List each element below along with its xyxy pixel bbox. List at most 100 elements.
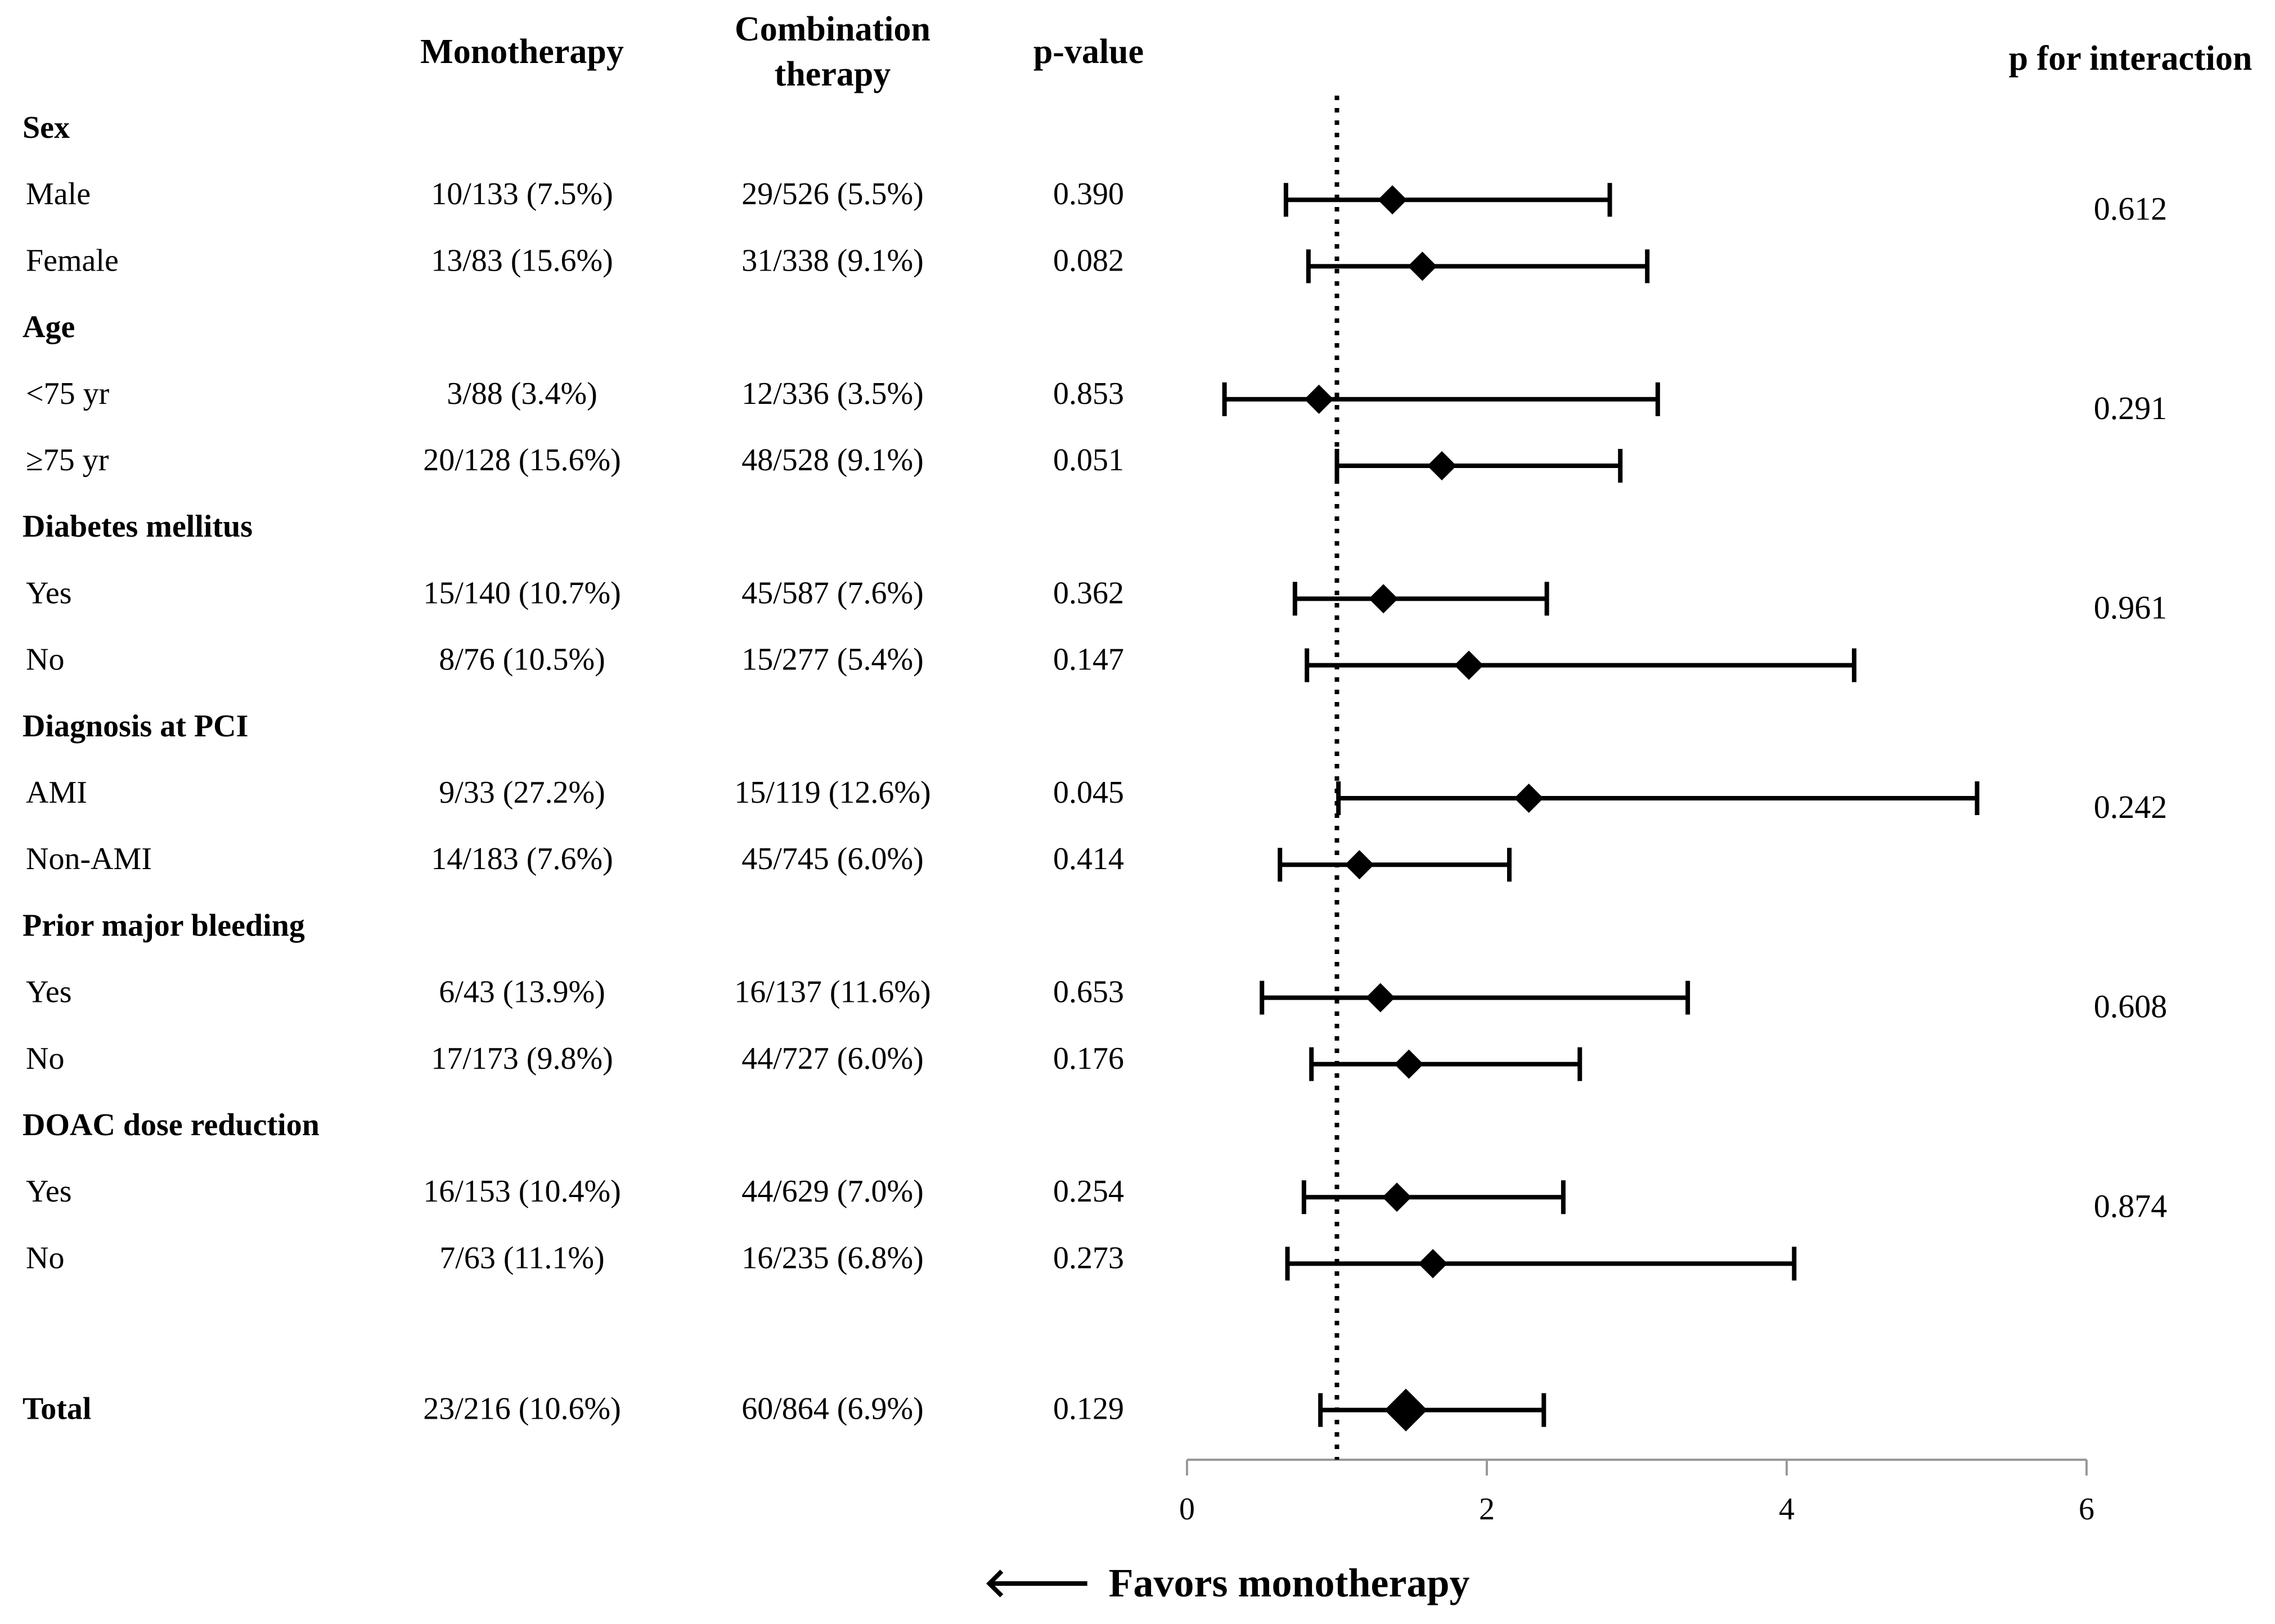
x-tick-label: 0: [1179, 1492, 1195, 1527]
combination-value: 44/629 (7.0%): [741, 1174, 924, 1209]
row-ci: [1260, 980, 1690, 1015]
row-label: AMI: [26, 775, 87, 810]
p-value: 0.254: [1053, 1174, 1124, 1209]
row-label: Yes: [26, 975, 71, 1010]
point-estimate-diamond: [1378, 185, 1408, 215]
point-estimate-diamond: [1408, 251, 1437, 281]
point-estimate-diamond: [1394, 1049, 1424, 1079]
monotherapy-value: 16/153 (10.4%): [423, 1174, 621, 1209]
header-combination-line2: therapy: [775, 55, 891, 93]
combination-value: 44/727 (6.0%): [741, 1041, 924, 1076]
row-ci: [1336, 781, 1980, 815]
row-ci: [1305, 648, 1856, 682]
forest-marks: [1222, 183, 1980, 1432]
header-combination-line1: Combination: [735, 10, 930, 48]
row-ci: [1278, 848, 1512, 882]
table-body: Sex Male 10/133 (7.5%) 29/526 (5.5%) 0.390 Fe…: [23, 110, 2167, 1427]
x-tick-label: 6: [2079, 1492, 2094, 1527]
p-value: 0.362: [1053, 575, 1124, 610]
monotherapy-value: 6/43 (13.9%): [439, 975, 605, 1010]
p-value: 0.051: [1053, 443, 1124, 478]
monotherapy-value: 14/183 (7.6%): [431, 842, 613, 876]
combination-value: 45/745 (6.0%): [741, 842, 924, 876]
p-interaction-value: 0.874: [2094, 1187, 2168, 1224]
p-interaction-value: 0.612: [2094, 190, 2168, 227]
combination-value: 16/235 (6.8%): [741, 1240, 924, 1275]
point-estimate-diamond: [1418, 1249, 1448, 1279]
monotherapy-value: 8/76 (10.5%): [439, 642, 605, 677]
row-label: <75 yr: [26, 376, 110, 411]
combination-value: 45/587 (7.6%): [741, 575, 924, 610]
p-value: 0.853: [1053, 376, 1124, 411]
row-ci: [1292, 582, 1549, 616]
p-interaction-value: 0.961: [2094, 590, 2168, 626]
point-estimate-diamond: [1304, 384, 1334, 414]
group-label: Prior major bleeding: [23, 908, 305, 943]
combination-value: 29/526 (5.5%): [741, 177, 924, 212]
plot-area: 0 2 4 6: [1179, 96, 2094, 1527]
p-value: 0.176: [1053, 1041, 1124, 1076]
x-tick-label: 4: [1779, 1492, 1795, 1527]
combination-value: 15/119 (12.6%): [734, 775, 930, 810]
point-estimate-diamond: [1384, 1388, 1428, 1432]
p-value: 0.045: [1053, 775, 1124, 810]
total-monotherapy-value: 23/216 (10.6%): [423, 1392, 621, 1427]
combination-value: 12/336 (3.5%): [741, 376, 924, 411]
monotherapy-value: 17/173 (9.8%): [431, 1041, 613, 1076]
point-estimate-diamond: [1514, 784, 1544, 813]
group-label: Sex: [23, 110, 70, 145]
monotherapy-value: 3/88 (3.4%): [447, 376, 597, 411]
favors-monotherapy-label: 🡐 Favors monotherapy: [983, 1560, 1469, 1605]
left-arrow-icon: 🡐: [983, 1560, 1091, 1605]
monotherapy-value: 10/133 (7.5%): [431, 177, 613, 212]
monotherapy-value: 20/128 (15.6%): [423, 443, 621, 478]
row-label: No: [26, 642, 64, 677]
total-combination-value: 60/864 (6.9%): [741, 1392, 924, 1427]
point-estimate-diamond: [1454, 650, 1484, 680]
total-ci: [1318, 1388, 1546, 1432]
row-label: Non-AMI: [26, 842, 152, 876]
x-tick-label: 2: [1479, 1492, 1495, 1527]
monotherapy-value: 13/83 (15.6%): [431, 243, 613, 278]
p-interaction-value: 0.291: [2094, 390, 2168, 426]
p-value: 0.414: [1053, 842, 1124, 876]
combination-value: 15/277 (5.4%): [741, 642, 924, 677]
row-label: Female: [26, 243, 119, 278]
row-label: No: [26, 1240, 64, 1275]
group-label: Age: [23, 310, 75, 345]
p-value: 0.390: [1053, 177, 1124, 212]
monotherapy-value: 9/33 (27.2%): [439, 775, 605, 810]
p-value: 0.273: [1053, 1240, 1124, 1275]
header-monotherapy: Monotherapy: [420, 33, 624, 71]
header-p-interaction: p for interaction: [2009, 39, 2252, 78]
point-estimate-diamond: [1382, 1182, 1412, 1212]
group-label: DOAC dose reduction: [23, 1108, 320, 1142]
row-ci: [1301, 1180, 1566, 1214]
row-ci: [1309, 1047, 1582, 1081]
header-pvalue: p-value: [1033, 33, 1144, 71]
p-interaction-value: 0.608: [2094, 988, 2168, 1025]
row-ci: [1285, 1247, 1797, 1281]
point-estimate-diamond: [1365, 983, 1395, 1013]
favors-monotherapy-text: Favors monotherapy: [1109, 1560, 1470, 1605]
point-estimate-diamond: [1369, 584, 1399, 614]
monotherapy-value: 15/140 (10.7%): [423, 575, 621, 610]
group-label: Diabetes mellitus: [23, 509, 253, 544]
row-label: Yes: [26, 1174, 71, 1209]
row-label: No: [26, 1041, 64, 1076]
p-value: 0.653: [1053, 975, 1124, 1010]
row-label: ≥75 yr: [26, 443, 109, 478]
row-ci: [1222, 382, 1660, 416]
point-estimate-diamond: [1345, 850, 1374, 880]
row-label: Male: [26, 177, 91, 212]
row-ci: [1283, 183, 1612, 217]
group-label: Diagnosis at PCI: [23, 709, 248, 744]
p-value: 0.147: [1053, 642, 1124, 677]
combination-value: 16/137 (11.6%): [734, 975, 930, 1010]
row-ci: [1334, 449, 1623, 483]
total-label: Total: [23, 1392, 91, 1427]
monotherapy-value: 7/63 (11.1%): [439, 1240, 604, 1275]
p-value: 0.082: [1053, 243, 1124, 278]
combination-value: 31/338 (9.1%): [741, 243, 924, 278]
